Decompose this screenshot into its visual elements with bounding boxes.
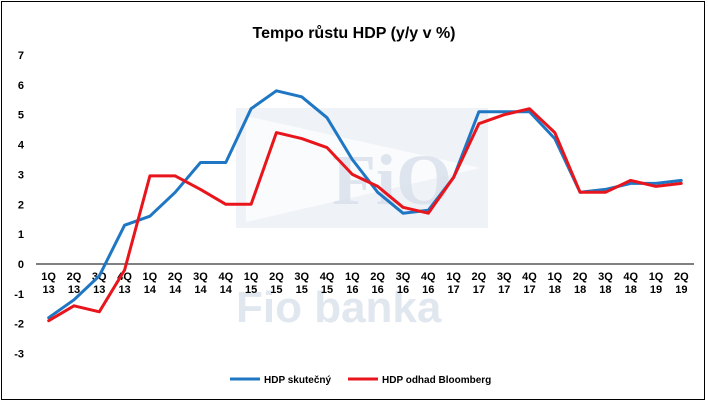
legend-label: HDP odhad Bloomberg: [382, 375, 491, 386]
chart-title: Tempo růstu HDP (y/y v %): [253, 25, 456, 42]
x-tick-label: 1Q 18: [547, 271, 562, 296]
y-tick-label: 6: [18, 80, 24, 92]
y-tick-label: 3: [18, 169, 24, 181]
y-tick-label: -3: [14, 349, 24, 361]
x-tick-label: 4Q 14: [218, 271, 233, 296]
x-tick-label: 4Q 18: [623, 271, 638, 296]
x-tick-label: 1Q 14: [143, 271, 158, 296]
y-tick-label: 4: [18, 140, 25, 152]
watermark-brand-text: Fio banka: [236, 283, 442, 332]
x-tick-label: 4Q 16: [421, 271, 436, 296]
y-axis: -3 -2 -1 0 1 2 3 4 5 6 7: [14, 50, 25, 361]
x-tick-label: 2Q 16: [370, 271, 385, 296]
y-tick-label: 5: [18, 110, 24, 122]
watermark-logo-arrow: [246, 116, 480, 222]
x-tick-label: 1Q 19: [649, 271, 664, 296]
y-tick-label: 2: [18, 199, 24, 211]
y-tick-label: 0: [18, 259, 24, 271]
x-tick-label: 2Q 14: [168, 271, 183, 296]
x-tick-label: 3Q 17: [497, 271, 512, 296]
x-tick-label: 2Q 15: [269, 271, 284, 296]
x-tick-label: 2Q 19: [674, 271, 689, 296]
x-tick-label: 3Q 18: [598, 271, 613, 296]
x-tick-label: 4Q 15: [320, 271, 335, 296]
y-tick-label: 7: [18, 50, 24, 62]
x-tick-label: 1Q 15: [244, 271, 259, 296]
x-tick-label: 1Q 17: [446, 271, 461, 296]
y-tick-label: -1: [14, 289, 24, 301]
legend: HDP skutečný HDP odhad Bloomberg: [230, 375, 491, 386]
y-tick-label: -2: [14, 319, 24, 331]
x-tick-label: 3Q 14: [193, 271, 208, 296]
x-tick-label: 2Q 17: [472, 271, 487, 296]
x-tick-label: 1Q 16: [345, 271, 360, 296]
legend-label: HDP skutečný: [264, 375, 332, 386]
watermark-logo-text: FiO: [332, 140, 452, 220]
series-line-hdp-odhad-bloomberg: [47, 107, 683, 323]
series-group: [47, 89, 683, 323]
x-tick-label: 1Q 13: [41, 271, 56, 296]
y-tick-label: 1: [18, 229, 24, 241]
x-tick-label: 2Q 18: [573, 271, 588, 296]
x-tick-label: 3Q 15: [294, 271, 309, 296]
x-tick-label: 4Q 17: [522, 271, 537, 296]
x-tick-label: 3Q 16: [396, 271, 411, 296]
x-tick-label: 4Q 13: [117, 271, 132, 296]
x-tick-label: 2Q 13: [67, 271, 82, 296]
